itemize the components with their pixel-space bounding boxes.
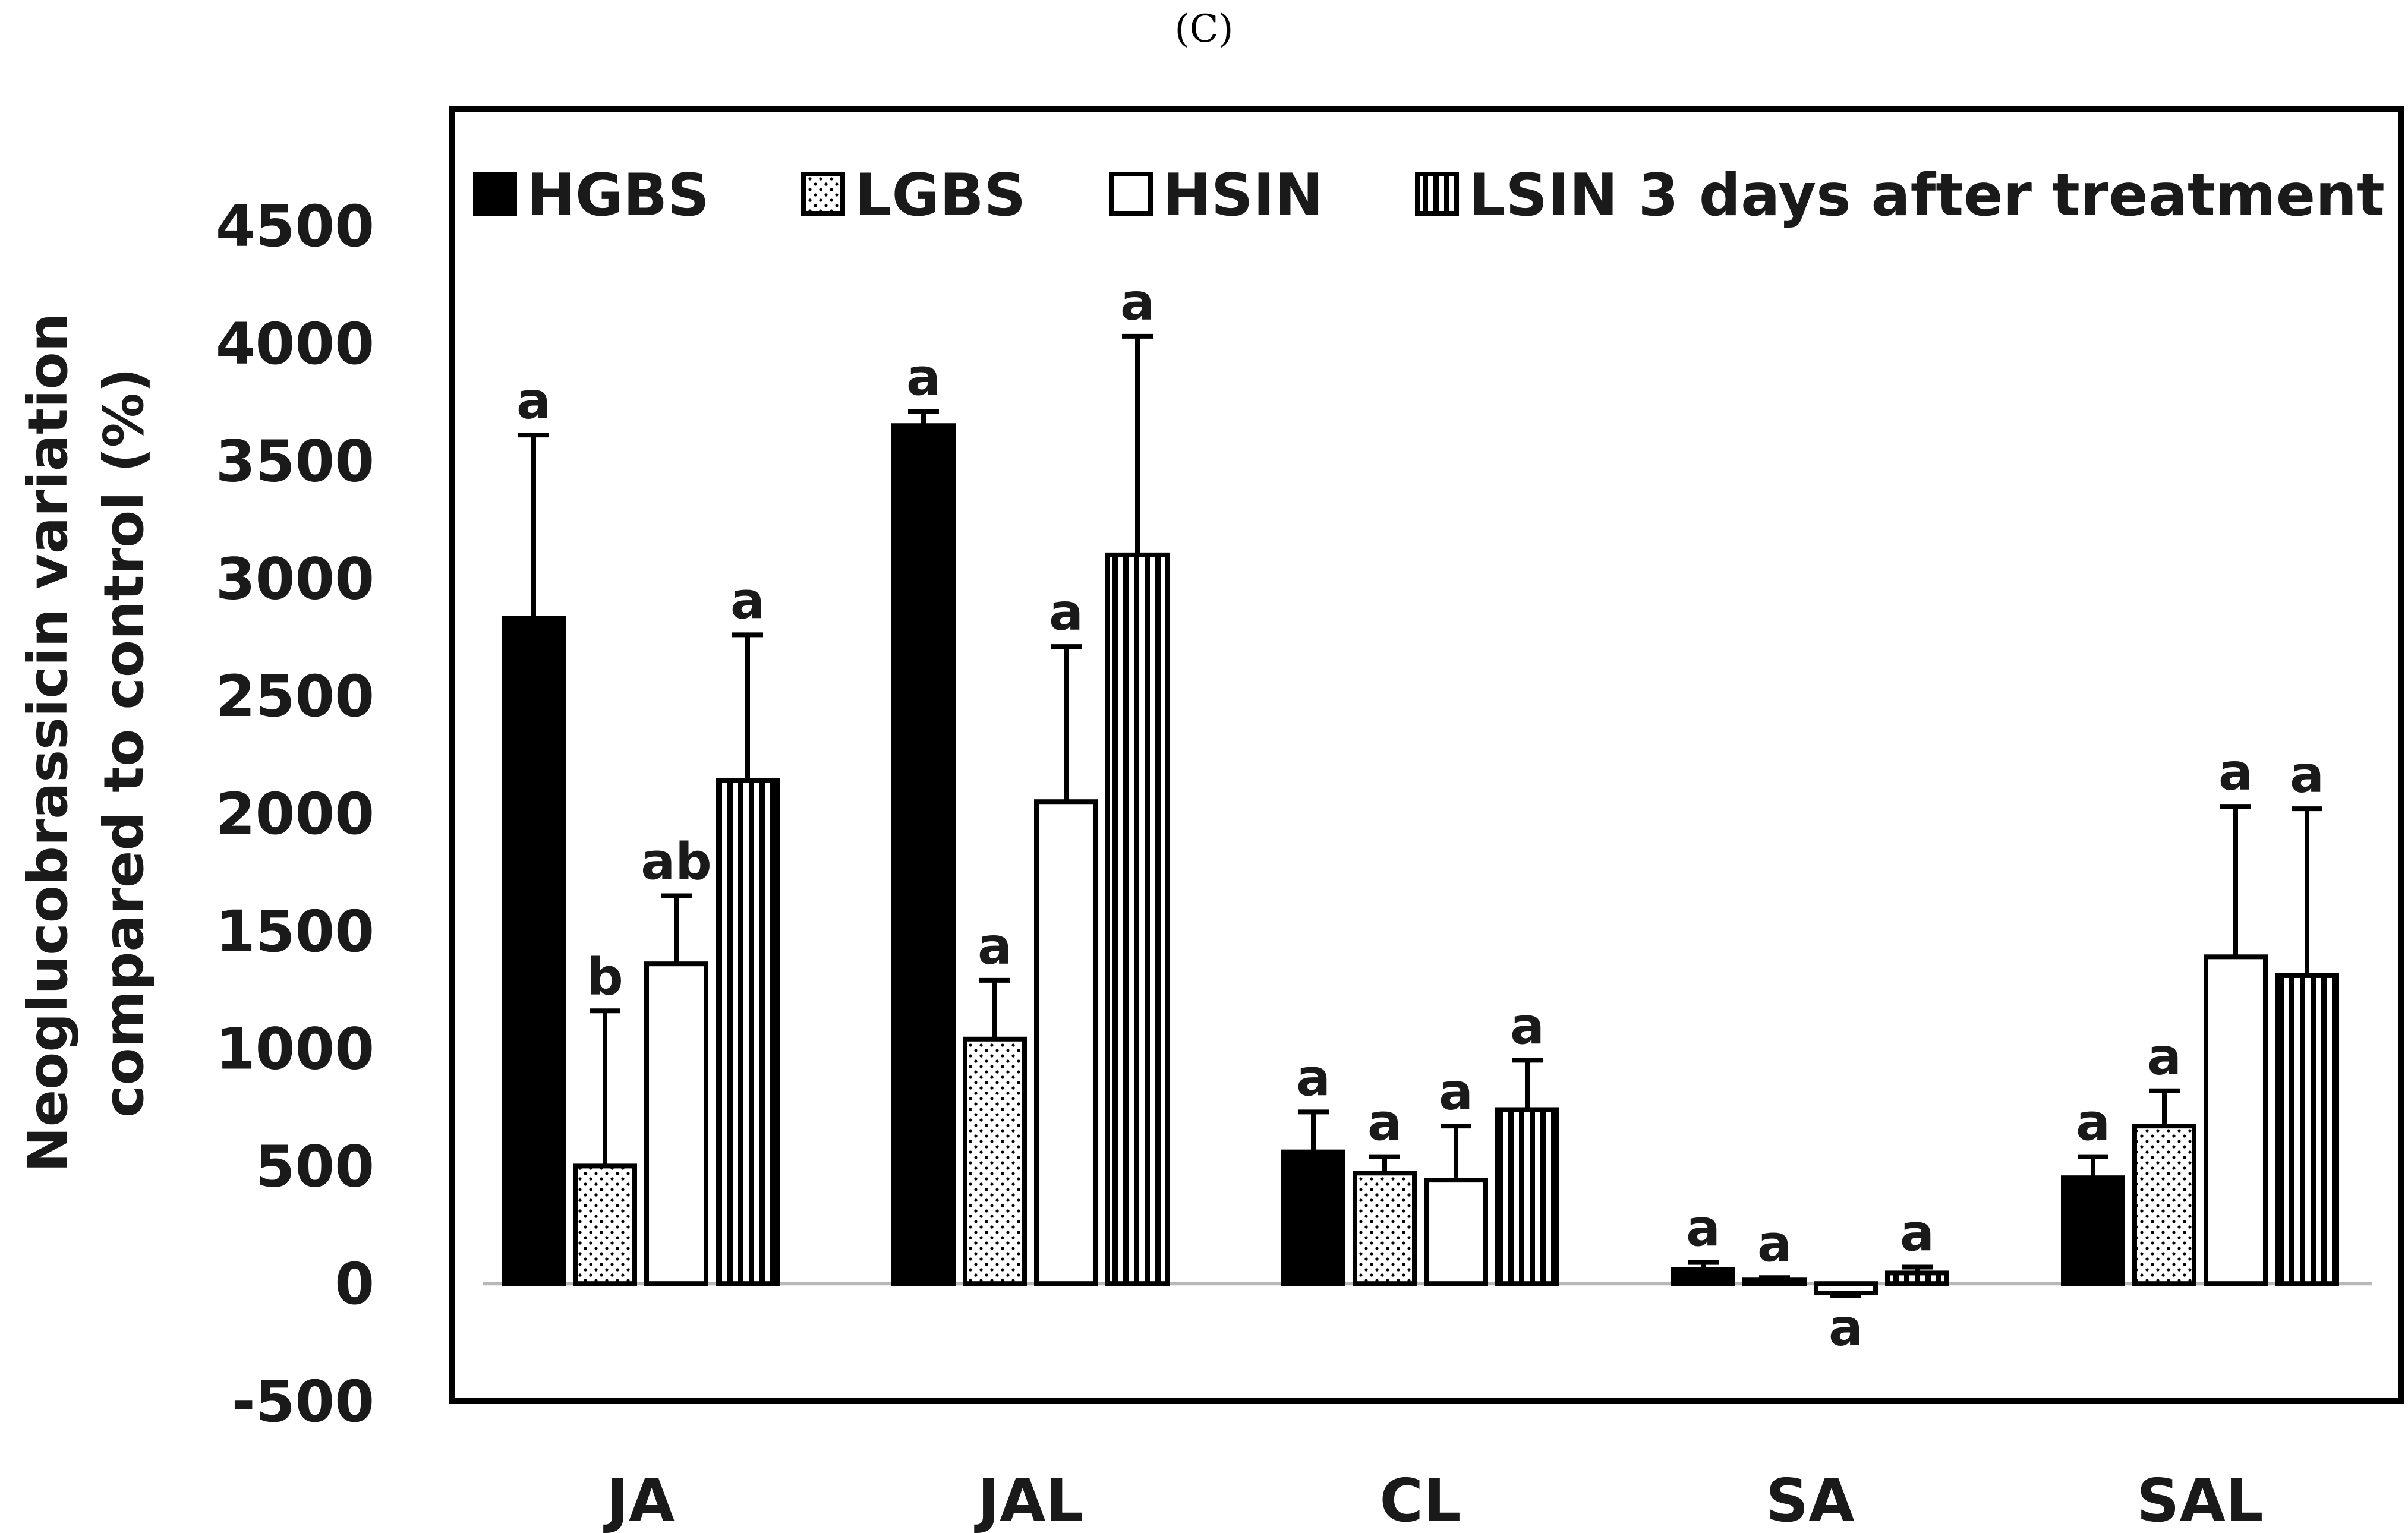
significance-letter: ab [641,832,712,891]
significance-letter: a [906,348,941,408]
category-label-sa: SA [1766,1466,1854,1533]
legend-swatch-hgbs [473,172,517,216]
category-label-jal: JAL [974,1466,1083,1533]
significance-letter: a [730,571,765,630]
legend-label-lgbs: LGBS [855,162,1026,229]
significance-letter: b [587,947,623,1007]
significance-letter: a [1510,996,1545,1056]
bar-sal-lsin [2275,973,2339,1286]
x-axis-categories: JA JAL CL SA SAL [603,1466,2264,1533]
bar-ja-lgbs [573,1163,637,1286]
panel-label: (C) [1175,7,1234,51]
bar-sa-hgbs [1671,1267,1735,1286]
bar-cl-hsin [1424,1178,1488,1286]
bar-sa-lsin [1885,1270,1949,1286]
bar-jal-lgbs [963,1036,1027,1286]
y-axis-ticks: -500 0 500 1000 1500 2000 2500 3000 3500 4000 4500 [216,193,374,1435]
y-axis-title: Neoglucobrassicin variation compared to … [16,313,156,1172]
bar-sa-lgbs [1742,1278,1807,1286]
bar-cl-lgbs [1353,1171,1417,1286]
category-label-cl: CL [1379,1466,1461,1533]
legend: HGBS LGBS HSIN LSIN 3 days after treatment [473,162,2385,229]
y-tick-label: 2500 [216,663,374,730]
significance-letter: a [2147,1027,2182,1087]
significance-letter: a [2290,745,2324,805]
significance-letter: a [1829,1298,1863,1358]
significance-letter: a [978,917,1012,976]
y-tick-label: 0 [335,1251,374,1317]
bar-cl-hgbs [1281,1149,1345,1286]
significance-letter: a [2076,1093,2110,1153]
legend-label-lsin: LSIN 3 days after treatment [1468,162,2385,229]
legend-swatch-lgbs [801,172,845,216]
y-tick-label: 1000 [216,1016,374,1083]
legend-label-hsin: HSIN [1162,162,1323,229]
bar-sal-hsin [2204,954,2268,1286]
legend-swatch-lsin [1415,172,1459,216]
bar-sal-hgbs [2061,1175,2125,1286]
bar-ja-hgbs [502,616,566,1286]
significance-letter: a [1439,1062,1473,1122]
bar-jal-hsin [1034,799,1098,1286]
y-tick-label: 1500 [216,898,374,965]
significance-letter: a [1686,1199,1720,1258]
significance-letter: a [1296,1048,1331,1108]
category-label-ja: JA [603,1466,675,1533]
y-tick-label: 2000 [216,781,374,847]
bar-jal-lsin [1105,552,1170,1286]
y-tick-label: 3500 [216,428,374,495]
y-axis-title-line-1: Neoglucobrassicin variation [16,313,80,1172]
bar-ja-hsin [644,961,708,1286]
significance-letter: a [1757,1214,1792,1273]
y-tick-label: 4500 [216,193,374,260]
legend-label-hgbs: HGBS [527,162,710,229]
significance-letter: a [1120,273,1155,332]
bar-cl-lsin [1495,1107,1559,1286]
y-tick-label: -500 [232,1368,374,1435]
legend-swatch-hsin [1109,172,1153,216]
bar-sa-hsin [1814,1281,1878,1296]
significance-letter: a [2218,743,2253,802]
y-axis-title-line-2: compared to control (%) [92,368,156,1118]
plot-frame [449,106,2404,1404]
y-tick-label: 500 [256,1133,374,1200]
significance-letter: a [1367,1093,1402,1153]
significance-letter: a [1049,583,1083,642]
y-tick-label: 4000 [216,311,374,377]
significance-letter: a [516,371,551,431]
y-tick-label: 3000 [216,545,374,612]
category-label-sal: SAL [2136,1466,2263,1533]
significance-letter: a [1900,1204,1934,1263]
bar-sal-lgbs [2132,1124,2196,1286]
bar-ja-lsin [716,778,780,1286]
bar-jal-hgbs [891,423,956,1286]
